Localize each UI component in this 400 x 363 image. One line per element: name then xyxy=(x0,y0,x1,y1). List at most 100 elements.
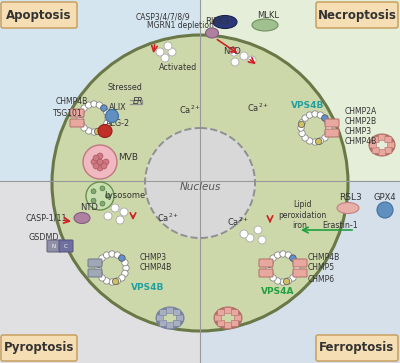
Circle shape xyxy=(105,115,111,121)
Circle shape xyxy=(86,128,92,134)
Circle shape xyxy=(95,261,102,268)
Text: GSDMD: GSDMD xyxy=(29,233,59,242)
Circle shape xyxy=(99,255,105,261)
Circle shape xyxy=(285,278,292,284)
Circle shape xyxy=(312,111,318,117)
Circle shape xyxy=(100,201,105,206)
Text: Ca$^{2+}$: Ca$^{2+}$ xyxy=(247,102,269,114)
FancyBboxPatch shape xyxy=(70,109,84,117)
FancyBboxPatch shape xyxy=(59,240,73,252)
Bar xyxy=(0,181,200,363)
Circle shape xyxy=(377,202,393,218)
Circle shape xyxy=(258,236,266,244)
Text: CHMP4B: CHMP4B xyxy=(140,264,172,273)
Circle shape xyxy=(101,163,107,169)
Text: Necroptosis: Necroptosis xyxy=(318,8,396,21)
FancyBboxPatch shape xyxy=(231,320,238,326)
Circle shape xyxy=(123,265,129,271)
Circle shape xyxy=(77,115,83,121)
Circle shape xyxy=(316,138,322,145)
FancyBboxPatch shape xyxy=(378,135,386,140)
Circle shape xyxy=(91,198,96,203)
Circle shape xyxy=(299,119,305,126)
Circle shape xyxy=(100,186,105,191)
Circle shape xyxy=(290,255,296,261)
Circle shape xyxy=(145,128,255,238)
FancyBboxPatch shape xyxy=(215,315,222,321)
Circle shape xyxy=(299,130,305,136)
Text: MVB: MVB xyxy=(118,152,138,162)
Circle shape xyxy=(240,52,248,60)
Circle shape xyxy=(284,278,290,285)
Circle shape xyxy=(298,125,304,131)
Circle shape xyxy=(120,208,128,216)
Text: VPS4A: VPS4A xyxy=(261,287,295,297)
FancyBboxPatch shape xyxy=(224,322,232,329)
FancyBboxPatch shape xyxy=(316,2,398,28)
FancyBboxPatch shape xyxy=(1,335,77,361)
Ellipse shape xyxy=(337,203,359,213)
Text: MLKL: MLKL xyxy=(257,11,279,20)
Circle shape xyxy=(322,115,328,121)
FancyBboxPatch shape xyxy=(166,307,174,314)
Circle shape xyxy=(294,265,300,271)
Text: CASP3/4/7/8/9: CASP3/4/7/8/9 xyxy=(136,12,190,21)
Ellipse shape xyxy=(213,16,237,29)
FancyBboxPatch shape xyxy=(259,269,273,277)
Bar xyxy=(200,0,400,181)
FancyBboxPatch shape xyxy=(157,315,164,321)
FancyBboxPatch shape xyxy=(388,142,394,148)
Circle shape xyxy=(248,56,256,64)
Circle shape xyxy=(104,109,110,116)
FancyBboxPatch shape xyxy=(370,142,376,148)
Circle shape xyxy=(119,255,125,261)
Text: GPX4: GPX4 xyxy=(374,193,396,203)
Circle shape xyxy=(230,48,238,56)
Text: Lipid
peroxidation: Lipid peroxidation xyxy=(278,200,326,220)
Ellipse shape xyxy=(252,19,278,31)
Circle shape xyxy=(93,155,99,161)
Text: RIPK3: RIPK3 xyxy=(205,17,229,26)
Circle shape xyxy=(322,135,328,141)
Circle shape xyxy=(290,255,296,261)
Circle shape xyxy=(81,125,87,131)
Circle shape xyxy=(97,159,103,165)
FancyBboxPatch shape xyxy=(151,56,164,74)
Circle shape xyxy=(285,252,292,258)
Circle shape xyxy=(270,255,276,261)
Circle shape xyxy=(104,252,110,258)
Circle shape xyxy=(290,275,296,281)
Circle shape xyxy=(96,102,102,108)
FancyBboxPatch shape xyxy=(142,53,154,70)
Circle shape xyxy=(116,216,124,224)
Circle shape xyxy=(104,278,110,284)
Text: NTD: NTD xyxy=(223,48,241,57)
Text: CHMP5: CHMP5 xyxy=(308,264,335,273)
Circle shape xyxy=(246,234,254,242)
Ellipse shape xyxy=(98,125,112,138)
Circle shape xyxy=(104,212,112,220)
Circle shape xyxy=(112,278,119,285)
FancyBboxPatch shape xyxy=(166,322,174,329)
FancyBboxPatch shape xyxy=(47,240,61,252)
FancyBboxPatch shape xyxy=(218,310,225,316)
Circle shape xyxy=(119,275,125,281)
Text: Lysosome: Lysosome xyxy=(104,192,146,200)
Circle shape xyxy=(86,102,92,108)
Circle shape xyxy=(97,153,103,159)
Circle shape xyxy=(122,260,128,266)
Text: Erastin-1: Erastin-1 xyxy=(322,220,358,229)
Circle shape xyxy=(104,120,110,127)
Circle shape xyxy=(111,204,119,212)
Circle shape xyxy=(109,279,115,285)
FancyBboxPatch shape xyxy=(234,315,241,321)
Circle shape xyxy=(161,54,169,62)
Circle shape xyxy=(326,125,332,131)
Circle shape xyxy=(91,129,97,135)
FancyBboxPatch shape xyxy=(88,259,102,267)
Circle shape xyxy=(302,115,308,121)
Circle shape xyxy=(267,260,273,266)
Circle shape xyxy=(119,255,125,261)
Circle shape xyxy=(106,193,110,199)
FancyBboxPatch shape xyxy=(160,320,167,326)
